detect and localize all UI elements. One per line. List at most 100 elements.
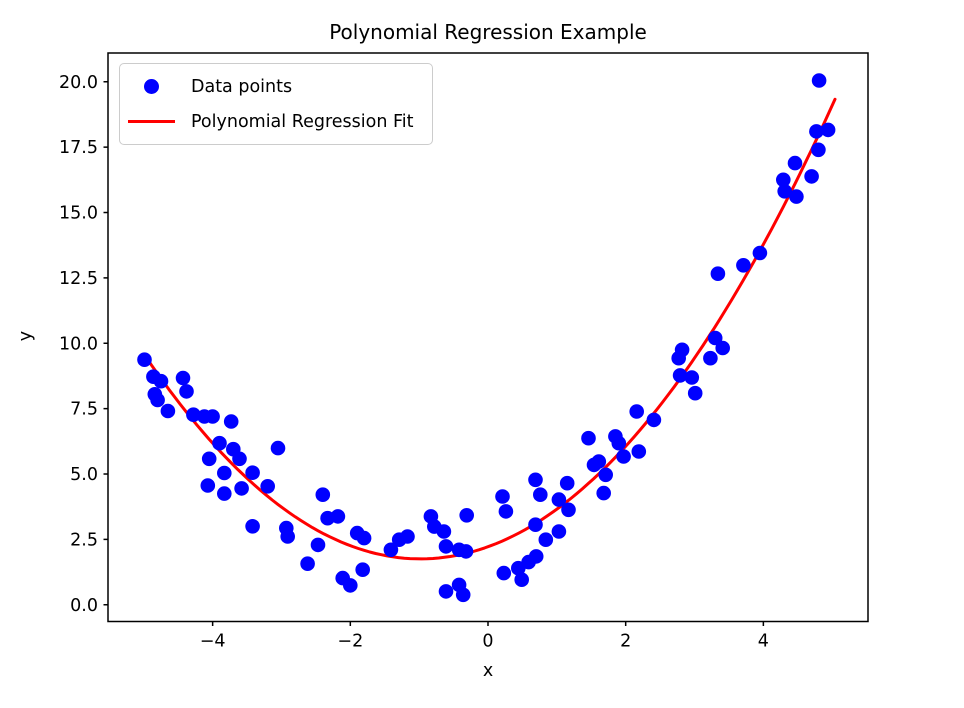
data-point (455, 587, 471, 603)
data-point (496, 565, 512, 581)
data-point (153, 373, 169, 389)
data-point (533, 487, 548, 503)
data-point (671, 350, 686, 366)
data-point (672, 368, 688, 383)
scatter-dot-icon (144, 79, 159, 94)
data-point (186, 407, 201, 423)
y-tick-label: 15.0 (59, 204, 98, 224)
data-point (811, 73, 827, 88)
data-point (436, 524, 452, 539)
data-point (150, 392, 165, 408)
legend: Data points Polynomial Regression Fit (119, 63, 433, 145)
data-point (820, 122, 836, 138)
axes-frame (107, 52, 869, 623)
y-tick-label: 0.0 (70, 596, 98, 616)
y-tick-label: 2.5 (70, 530, 98, 550)
data-point (752, 245, 768, 261)
data-point (315, 487, 331, 503)
data-point (223, 414, 239, 429)
data-point (160, 403, 176, 419)
data-point (631, 444, 647, 459)
y-tick-label: 20.0 (59, 73, 98, 93)
data-point (687, 385, 703, 401)
data-point (137, 352, 152, 368)
data-point (280, 529, 296, 544)
data-point (616, 449, 631, 464)
data-point (495, 489, 510, 504)
data-point (591, 454, 607, 469)
data-point (611, 435, 627, 451)
chart-title: Polynomial Regression Example (329, 20, 647, 44)
data-point (707, 330, 723, 346)
data-point (787, 155, 803, 171)
legend-item-regression-fit: Polynomial Regression Fit (128, 104, 414, 139)
y-tick-label: 10.0 (59, 334, 98, 354)
data-point (528, 549, 544, 564)
data-point (300, 556, 315, 571)
data-point (200, 478, 216, 493)
data-point (581, 430, 596, 446)
x-tick-label: 4 (758, 632, 769, 652)
legend-label-data-points: Data points (191, 76, 293, 97)
data-point (438, 584, 454, 599)
data-point (330, 509, 346, 524)
y-tick-label: 7.5 (70, 400, 98, 420)
legend-marker-column (128, 120, 175, 123)
data-point (355, 562, 371, 577)
x-axis-label: x (482, 661, 494, 681)
y-axis-label: y (16, 330, 36, 342)
data-point (234, 481, 249, 496)
data-point (736, 258, 751, 273)
legend-marker-column (128, 79, 175, 94)
data-point (777, 184, 792, 199)
data-point (310, 537, 326, 553)
data-point (217, 486, 232, 501)
data-point (646, 412, 662, 428)
data-point (528, 472, 543, 488)
data-point (245, 519, 260, 534)
data-point (245, 465, 260, 481)
data-point (629, 404, 644, 419)
x-tick-label: −4 (200, 632, 226, 652)
data-point (458, 544, 474, 559)
legend-label-regression-fit: Polynomial Regression Fit (191, 111, 414, 132)
data-point (438, 539, 454, 554)
data-point (538, 532, 554, 547)
data-point (205, 409, 220, 424)
data-point (809, 124, 824, 139)
data-point (528, 517, 543, 532)
y-tick-label: 12.5 (59, 269, 98, 289)
x-tick-label: 0 (482, 632, 493, 652)
y-tick-label: 17.5 (59, 138, 98, 158)
data-point (684, 370, 700, 385)
data-point (356, 530, 372, 546)
data-point (561, 502, 576, 518)
data-point (270, 440, 286, 456)
y-tick-label: 5.0 (70, 465, 98, 485)
x-tick-label: 2 (620, 632, 631, 652)
data-point (498, 504, 514, 519)
data-point (514, 572, 529, 587)
data-point (703, 350, 718, 366)
data-point (789, 189, 804, 204)
fit-line-icon (128, 120, 175, 123)
data-point (343, 578, 358, 593)
data-point (551, 524, 567, 539)
data-point (201, 451, 217, 467)
data-point (776, 172, 791, 188)
data-point (212, 435, 227, 451)
data-point (598, 467, 613, 483)
data-point (383, 542, 399, 558)
data-point (400, 529, 415, 544)
data-point (710, 266, 726, 282)
data-point (596, 485, 611, 501)
data-point (804, 169, 819, 184)
data-point (175, 370, 191, 386)
data-point (459, 508, 475, 523)
data-point (811, 142, 826, 158)
x-tick-label: −2 (337, 632, 363, 652)
data-point (232, 451, 247, 467)
data-point (179, 384, 194, 399)
data-point (260, 479, 276, 494)
